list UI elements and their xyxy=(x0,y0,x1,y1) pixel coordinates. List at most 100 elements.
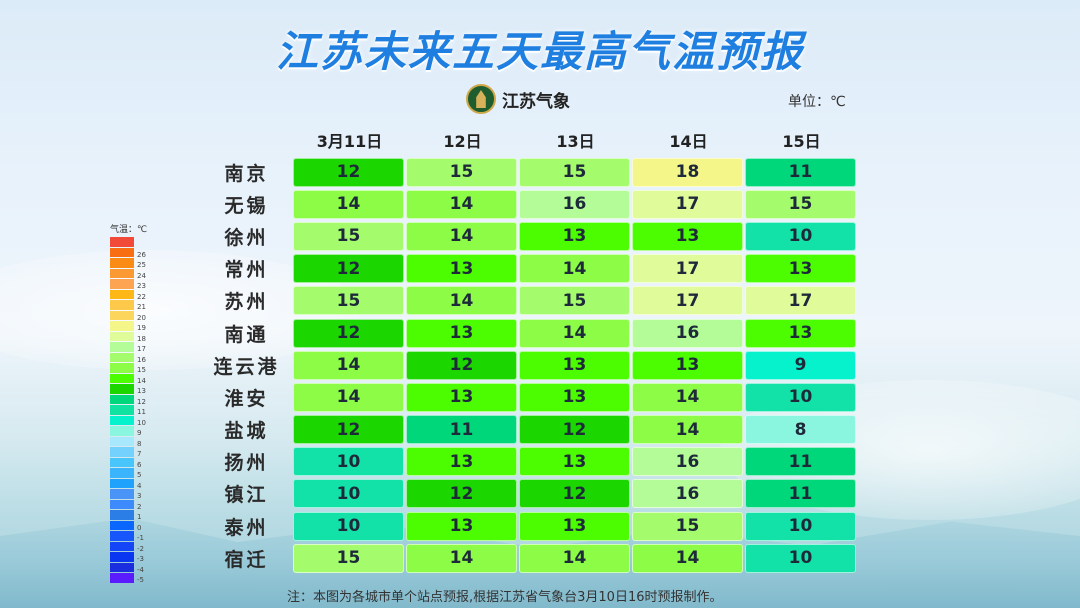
temperature-cell: 11 xyxy=(745,157,856,187)
temperature-cell: 17 xyxy=(632,189,743,219)
temperature-cell: 10 xyxy=(745,382,856,412)
temperature-cell: 13 xyxy=(745,318,856,348)
column-header: 14日 xyxy=(669,132,708,151)
city-label: 无锡 xyxy=(224,194,269,217)
temperature-cell: 15 xyxy=(519,157,630,187)
city-label: 苏州 xyxy=(224,291,269,314)
legend-swatch: 9 xyxy=(110,426,147,437)
legend-swatch: 17 xyxy=(110,342,147,353)
city-label: 镇江 xyxy=(224,484,269,507)
temperature-cell: 14 xyxy=(632,543,743,573)
temperature-cell: 15 xyxy=(293,221,404,251)
legend-label: -1 xyxy=(137,534,144,542)
page-title: 江苏未来五天最高气温预报 xyxy=(275,27,804,76)
temperature-cell: 14 xyxy=(406,189,517,219)
temperature-cell: 14 xyxy=(293,350,404,380)
legend-swatch: 25 xyxy=(110,258,147,269)
temperature-cell: 14 xyxy=(632,415,743,445)
legend-label: 16 xyxy=(137,355,146,364)
legend-label: 18 xyxy=(137,334,146,343)
city-label: 南通 xyxy=(224,323,269,346)
temperature-cell: 13 xyxy=(406,318,517,348)
city-label: 泰州 xyxy=(224,516,269,539)
temperature-cell: 14 xyxy=(519,543,630,573)
legend-label: 9 xyxy=(137,429,142,437)
table-row: 扬州 10 13 13 16 11 xyxy=(200,446,858,478)
temperature-cell: 16 xyxy=(632,318,743,348)
legend-label: 12 xyxy=(137,397,146,406)
legend-swatch: 18 xyxy=(110,331,147,343)
legend-label: 17 xyxy=(137,345,146,353)
temperature-table: 3月11日 12日 13日 14日 15日 南京 12 15 15 18 11 无锡 14 14 16 17… xyxy=(200,128,858,574)
legend-swatch: 1 xyxy=(110,510,147,521)
table-row: 徐州 15 14 13 13 10 xyxy=(200,220,858,252)
column-header: 15日 xyxy=(782,132,821,151)
table-row: 镇江 10 12 12 16 11 xyxy=(200,478,858,510)
temperature-cell: 14 xyxy=(293,189,404,219)
column-header: 13日 xyxy=(556,132,595,151)
legend-swatch: 10 xyxy=(110,415,147,427)
legend-swatches: 26 25 24 23 22 21 20 19 18 17 16 15 14 13 12 11 10 9 8 7 6 5 4… xyxy=(110,237,147,584)
temperature-cell: 12 xyxy=(519,479,630,509)
legend-swatch: 15 xyxy=(110,363,147,374)
temperature-cell: 17 xyxy=(632,286,743,316)
temperature-cell: 10 xyxy=(293,511,404,541)
legend-swatch: 22 xyxy=(110,289,147,301)
legend-label: 10 xyxy=(137,418,146,427)
temperature-cell: 12 xyxy=(293,254,404,284)
legend-swatch: 8 xyxy=(110,436,147,448)
legend-label: 6 xyxy=(137,460,142,469)
legend-label: 1 xyxy=(137,513,142,521)
temperature-cell: 14 xyxy=(406,221,517,251)
color-legend: 气温：℃ 26 25 24 23 22 21 20 19 18 17 16 15 14 13 12 11 10 9… xyxy=(110,222,147,584)
legend-swatch: 5 xyxy=(110,468,147,479)
temperature-cell: 14 xyxy=(406,543,517,573)
city-label: 盐城 xyxy=(224,420,269,443)
temperature-cell: 10 xyxy=(293,447,404,477)
temperature-cell: 13 xyxy=(519,447,630,477)
temperature-cell: 15 xyxy=(293,543,404,573)
temperature-cell: 11 xyxy=(745,447,856,477)
city-label: 宿迁 xyxy=(224,548,269,571)
logo-text: 江苏气象 xyxy=(502,91,570,112)
temperature-cell: 11 xyxy=(745,479,856,509)
table-row: 盐城 12 11 12 14 8 xyxy=(200,414,858,446)
legend-title: 气温：℃ xyxy=(110,225,148,235)
legend-swatch: -3 xyxy=(110,552,147,563)
legend-label: -3 xyxy=(137,555,144,563)
temperature-cell: 8 xyxy=(745,415,856,445)
legend-swatch: 19 xyxy=(110,321,147,332)
legend-label: 21 xyxy=(137,303,146,311)
legend-swatch: 3 xyxy=(110,489,147,500)
legend-swatch: 21 xyxy=(110,300,147,311)
city-label: 扬州 xyxy=(224,452,269,475)
city-label: 南京 xyxy=(224,162,269,185)
legend-label: 13 xyxy=(137,387,146,395)
temperature-cell: 13 xyxy=(519,511,630,541)
table-row: 南通 12 13 14 16 13 xyxy=(200,317,858,349)
footnote: 注：本图为各城市单个站点预报,根据江苏省气象台3月10日16时预报制作。 xyxy=(287,590,723,605)
temperature-cell: 13 xyxy=(632,350,743,380)
legend-swatch: -2 xyxy=(110,541,147,553)
legend-label: -5 xyxy=(137,576,144,584)
legend-swatch: -5 xyxy=(110,573,147,584)
temperature-cell: 17 xyxy=(745,286,856,316)
table-row: 泰州 10 13 13 15 10 xyxy=(200,510,858,542)
temperature-cell: 10 xyxy=(293,479,404,509)
legend-label: 23 xyxy=(137,282,146,290)
temperature-cell: 15 xyxy=(406,157,517,187)
logo: 江苏气象 xyxy=(466,84,570,114)
legend-label: 19 xyxy=(137,324,146,332)
temperature-cell: 16 xyxy=(519,189,630,219)
temperature-cell: 12 xyxy=(406,479,517,509)
temperature-cell: 13 xyxy=(406,254,517,284)
legend-swatch: 12 xyxy=(110,394,147,406)
legend-swatch: 11 xyxy=(110,405,147,416)
temperature-cell: 13 xyxy=(519,382,630,412)
table-row: 宿迁 15 14 14 14 10 xyxy=(200,542,858,574)
legend-swatch: 13 xyxy=(110,384,147,395)
temperature-cell: 10 xyxy=(745,221,856,251)
legend-swatch: 20 xyxy=(110,310,147,322)
legend-label: 5 xyxy=(137,471,142,479)
legend-label: 7 xyxy=(137,450,142,458)
